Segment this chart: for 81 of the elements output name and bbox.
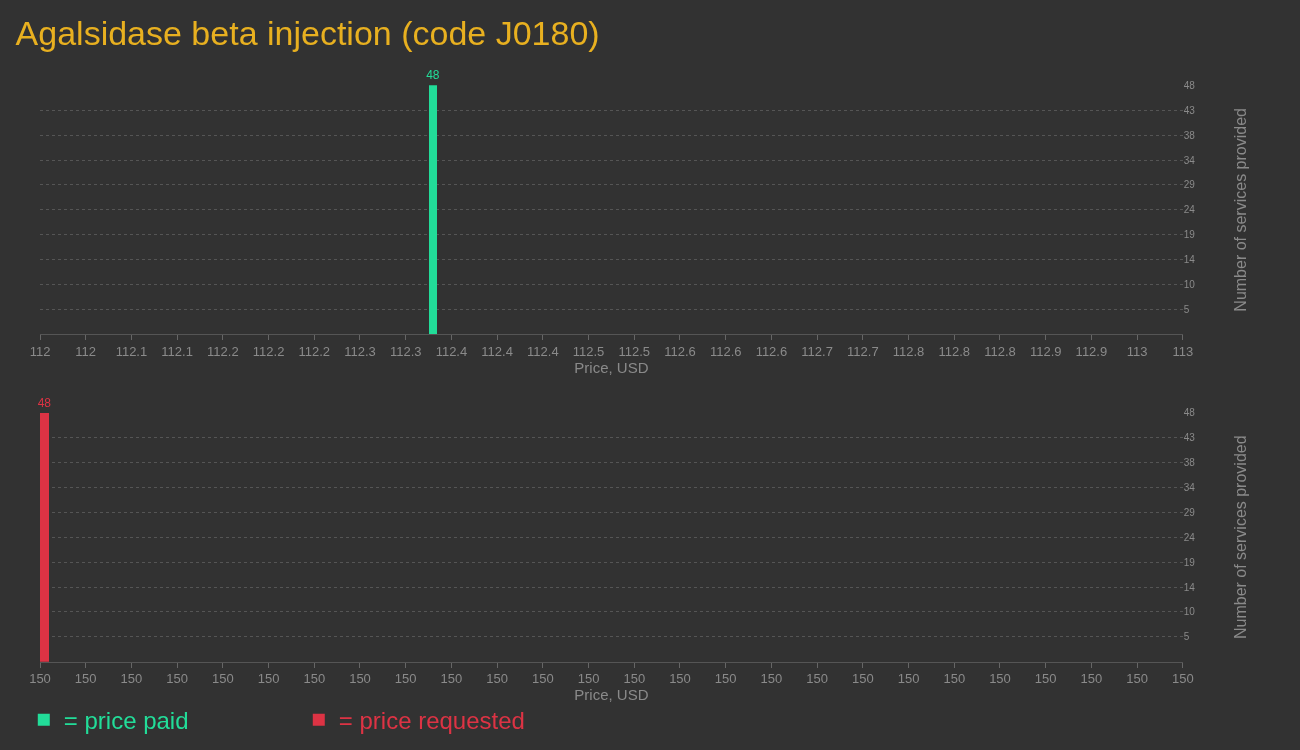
x-tick-label: 112.2 — [207, 343, 239, 359]
legend-label: = price requested — [338, 707, 525, 735]
x-tick-label: 112.6 — [664, 343, 696, 359]
y-tick-label: 19 — [1183, 556, 1196, 568]
x-tick-label: 113 — [1126, 343, 1148, 359]
y-tick-label: 29 — [1183, 179, 1196, 191]
x-tick-label: 112.1 — [161, 343, 193, 359]
x-tick-label: 150 — [806, 671, 828, 687]
x-tick-label: 150 — [74, 671, 97, 687]
x-tick-label: 112.8 — [892, 343, 925, 359]
x-tick-label: 150 — [120, 671, 143, 687]
y-tick-label: 24 — [1183, 531, 1196, 543]
y-tick-label: 24 — [1183, 204, 1196, 216]
y-tick-label: 5 — [1183, 631, 1190, 643]
y-tick-label: 5 — [1183, 303, 1190, 315]
x-tick-label: 112.6 — [709, 343, 742, 359]
x-axis-title: Price, USD — [574, 686, 649, 704]
x-tick-label: 150 — [714, 671, 737, 687]
x-tick-label: 112.1 — [115, 343, 148, 359]
x-axis-title: Price, USD — [574, 358, 649, 376]
x-tick-label: 150 — [486, 671, 508, 687]
x-tick-label: 150 — [760, 671, 783, 687]
x-tick-label: 150 — [303, 671, 326, 687]
x-tick-label: 150 — [897, 671, 920, 687]
x-tick-label: 112.5 — [618, 343, 651, 359]
y-tick-label: 38 — [1183, 457, 1196, 469]
x-tick-label: 112.2 — [298, 343, 331, 359]
data-label: 48 — [426, 68, 440, 83]
x-tick-label: 112.8 — [984, 343, 1016, 359]
x-tick-label: 112.9 — [1075, 343, 1108, 359]
x-tick-label: 150 — [166, 671, 188, 687]
data-label: 48 — [37, 395, 52, 410]
y-tick-label: 38 — [1183, 129, 1196, 141]
x-tick-label: 150 — [349, 671, 371, 687]
x-tick-label: 112.6 — [755, 343, 788, 359]
x-tick-label: 150 — [989, 671, 1011, 687]
x-tick-label: 112.7 — [847, 343, 879, 359]
y-tick-label: 14 — [1183, 581, 1196, 593]
x-tick-label: 112.4 — [481, 343, 513, 359]
x-tick-label: 150 — [212, 671, 234, 687]
y-tick-label: 10 — [1183, 279, 1196, 291]
x-tick-label: 112.7 — [801, 343, 833, 359]
x-tick-label: 150 — [394, 671, 417, 687]
y-tick-label: 29 — [1183, 506, 1196, 518]
y-tick-label: 48 — [1183, 79, 1196, 91]
x-tick-label: 112.3 — [344, 343, 376, 359]
y-tick-label: 19 — [1183, 229, 1196, 241]
x-tick-label: 112 — [75, 343, 97, 359]
y-tick-label: 10 — [1183, 606, 1196, 618]
x-tick-label: 112.4 — [435, 343, 468, 359]
x-tick-label: 150 — [669, 671, 691, 687]
x-tick-label: 150 — [440, 671, 463, 687]
y-tick-label: 34 — [1183, 154, 1196, 166]
x-tick-label: 113 — [1172, 343, 1194, 359]
x-tick-label: 150 — [29, 671, 51, 687]
x-tick-label: 112.5 — [572, 343, 605, 359]
x-tick-label: 150 — [1034, 671, 1057, 687]
x-tick-label: 112.2 — [252, 343, 285, 359]
y-tick-label: 43 — [1183, 432, 1196, 444]
x-tick-label: 150 — [531, 671, 554, 687]
y-tick-label: 34 — [1183, 481, 1196, 493]
y-tick-label: 48 — [1183, 407, 1196, 419]
y-tick-label: 43 — [1183, 104, 1196, 116]
chart-title: Agalsidase beta injection (code J0180) — [15, 13, 600, 52]
x-tick-label: 112.8 — [938, 343, 971, 359]
x-tick-label: 150 — [1171, 671, 1194, 687]
x-tick-label: 112.3 — [389, 343, 422, 359]
legend-label: = price paid — [63, 707, 189, 735]
y-axis-title: Number of services provided — [1232, 108, 1250, 312]
x-tick-label: 150 — [1080, 671, 1103, 687]
x-tick-label: 112.9 — [1029, 343, 1062, 359]
x-tick-label: 112 — [29, 343, 51, 359]
x-tick-label: 150 — [577, 671, 600, 687]
y-axis-title: Number of services provided — [1232, 435, 1250, 640]
x-tick-label: 150 — [851, 671, 874, 687]
x-tick-label: 150 — [623, 671, 646, 687]
y-tick-label: 14 — [1183, 254, 1196, 266]
x-tick-label: 150 — [1126, 671, 1148, 687]
x-tick-label: 150 — [257, 671, 280, 687]
x-tick-label: 150 — [943, 671, 966, 687]
x-tick-label: 112.4 — [527, 343, 559, 359]
